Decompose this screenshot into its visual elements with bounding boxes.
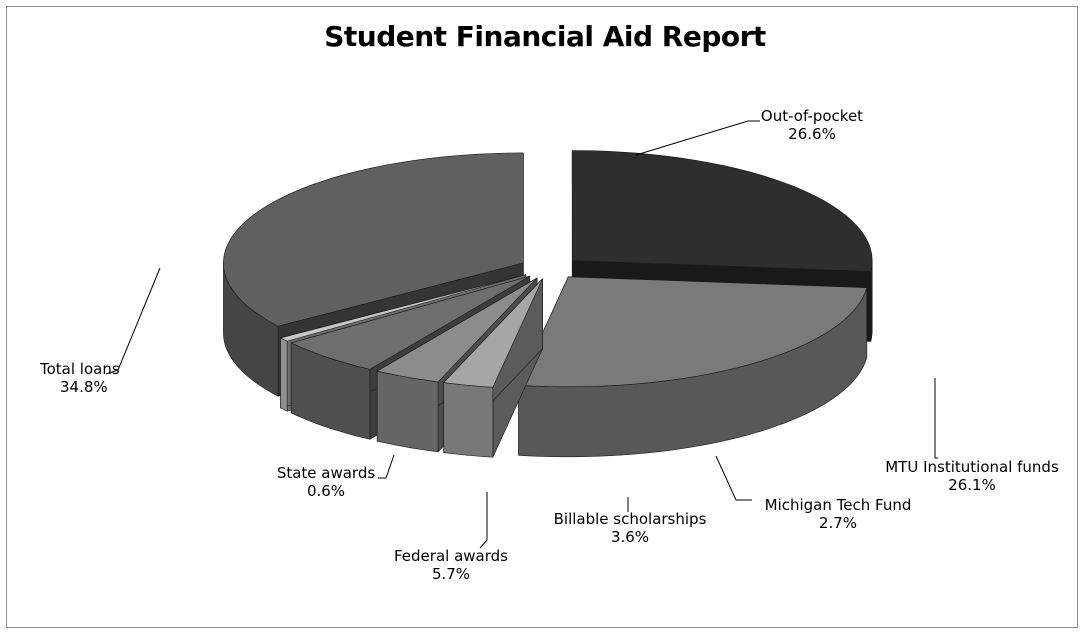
slice-label-mtu-institutional-funds: MTU Institutional funds [885, 458, 1059, 476]
slice-percent-michigan-tech-fund: 2.7% [819, 514, 857, 532]
slice-percent-state-awards: 0.6% [307, 482, 345, 500]
slice-percent-out-of-pocket: 26.6% [788, 125, 836, 143]
pie-slice-mtu-institutional-funds [518, 276, 868, 458]
leader-line-total-loans [105, 267, 161, 375]
leader-line-out-of-pocket [635, 120, 760, 156]
slice-percent-billable-scholarships: 3.6% [611, 528, 649, 546]
pie-slice-michigan-tech-fund [443, 278, 543, 458]
leader-line-state-awards [378, 454, 395, 479]
slice-label-billable-scholarships: Billable scholarships [554, 510, 707, 528]
leader-line-michigan-tech-fund [715, 455, 752, 501]
slice-label-state-awards: State awards [277, 464, 376, 482]
slice-percent-mtu-institutional-funds: 26.1% [948, 476, 996, 494]
leader-line-mtu-institutional-funds [934, 378, 938, 459]
slice-label-federal-awards: Federal awards [394, 547, 508, 565]
slice-percent-federal-awards: 5.7% [432, 565, 470, 583]
chart-title: Student Financial Aid Report [324, 20, 766, 53]
slice-label-total-loans: Total loans [39, 360, 120, 378]
slice-label-out-of-pocket: Out-of-pocket [761, 107, 863, 125]
slice-label-michigan-tech-fund: Michigan Tech Fund [765, 496, 912, 514]
leader-line-federal-awards [479, 492, 488, 549]
slice-percent-total-loans: 34.8% [60, 378, 108, 396]
